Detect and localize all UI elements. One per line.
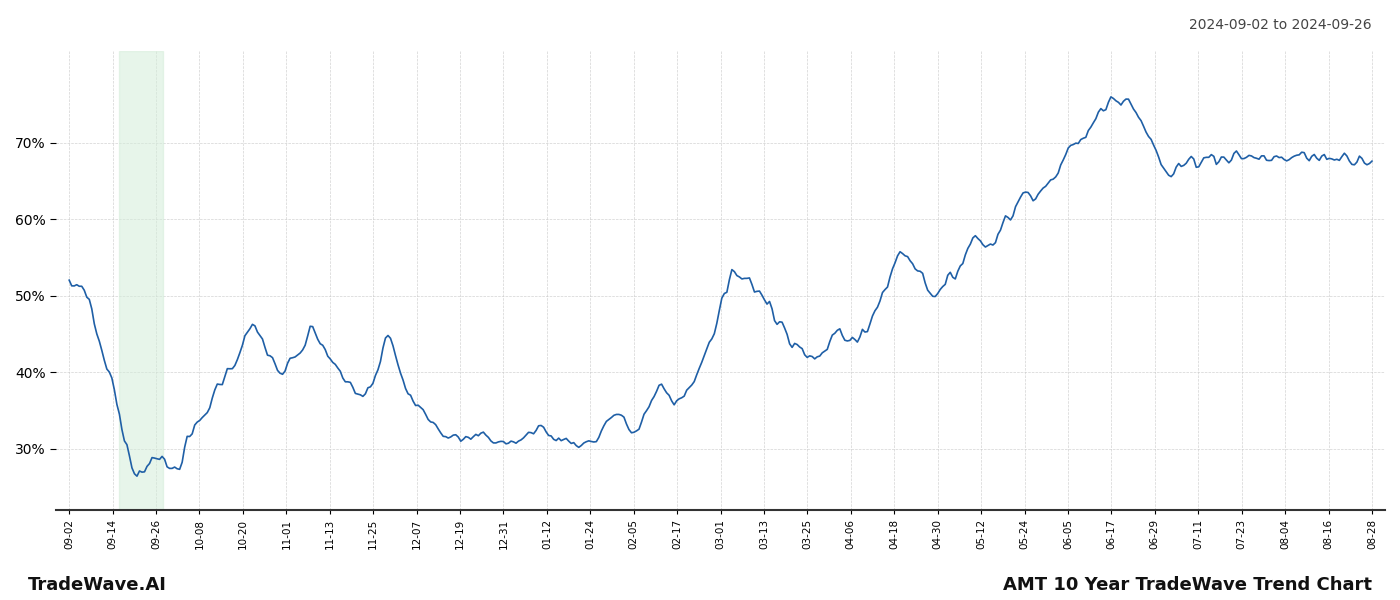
Text: AMT 10 Year TradeWave Trend Chart: AMT 10 Year TradeWave Trend Chart — [1002, 576, 1372, 594]
Bar — [119, 51, 162, 510]
Text: TradeWave.AI: TradeWave.AI — [28, 576, 167, 594]
Text: 2024-09-02 to 2024-09-26: 2024-09-02 to 2024-09-26 — [1190, 18, 1372, 32]
